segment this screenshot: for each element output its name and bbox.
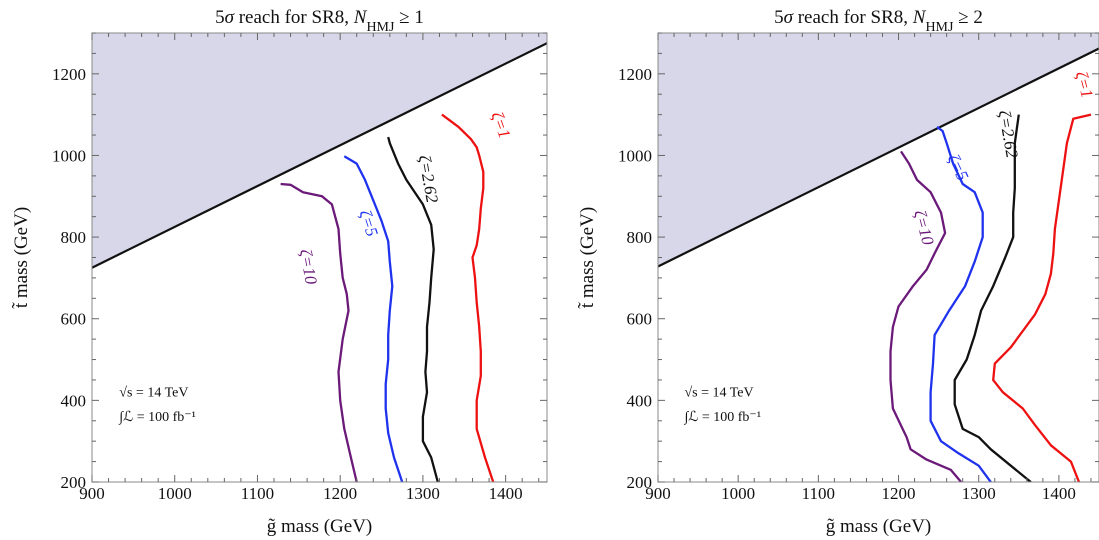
panel-left: 5σ reach for SR8, NHMJ ≥ 1 ζ=1ζ=2.62ζ=5ζ… <box>11 7 548 537</box>
contour-line-0 <box>441 113 495 482</box>
x-tick-label: 900 <box>79 484 105 503</box>
y-tick-label: 600 <box>61 310 87 329</box>
x-tick-label: 1400 <box>489 484 523 503</box>
chart-title-right: 5σ reach for SR8, NHMJ ≥ 2 <box>774 7 983 35</box>
energy-annotation-left: √s = 14 TeV <box>119 385 188 400</box>
y-axis-label-right: t̃ mass (GeV) <box>577 207 598 309</box>
y-tick-label: 400 <box>627 391 653 410</box>
contour-line-3 <box>280 182 358 482</box>
title-mid: reach for SR8, <box>793 7 913 28</box>
chart-title-left: 5σ reach for SR8, NHMJ ≥ 1 <box>215 7 424 35</box>
title-rel: ≥ 2 <box>953 7 982 28</box>
luminosity-annotation-right: ∫ℒ = 100 fb⁻¹ <box>683 410 761 425</box>
title-sigma: σ <box>784 7 794 28</box>
title-rel: ≥ 1 <box>394 7 423 28</box>
title-prefix: 5 <box>774 7 784 28</box>
x-tick-label: 900 <box>645 484 671 503</box>
contour-label-3: ζ=10 <box>296 248 321 287</box>
y-tick-label: 1000 <box>52 146 86 165</box>
title-sigma: σ <box>225 7 235 28</box>
panel-right: 5σ reach for SR8, NHMJ ≥ 2 ζ=1ζ=2.62ζ=5ζ… <box>577 7 1099 537</box>
plot-content: ζ=1ζ=2.62ζ=5ζ=10 <box>92 33 547 482</box>
contour-label-0: ζ=1 <box>487 109 514 141</box>
y-tick-label: 1000 <box>618 146 652 165</box>
y-tick-label: 800 <box>61 228 87 247</box>
x-tick-label: 1200 <box>882 484 916 503</box>
excluded-region <box>92 33 547 268</box>
luminosity-annotation-left: ∫ℒ = 100 fb⁻¹ <box>118 410 196 425</box>
excluded-region <box>658 33 1099 267</box>
x-tick-label: 1100 <box>241 484 274 503</box>
contour-line-1 <box>953 114 1032 482</box>
energy-annotation-right: √s = 14 TeV <box>684 385 753 400</box>
y-tick-label: 800 <box>627 228 653 247</box>
contour-line-2 <box>929 125 992 482</box>
x-axis-label-left: g̃ mass (GeV) <box>267 516 373 537</box>
x-tick-label: 1400 <box>1042 484 1076 503</box>
title-sub: HMJ <box>925 20 954 35</box>
x-tick-label: 1200 <box>323 484 357 503</box>
y-tick-label: 200 <box>627 473 653 492</box>
x-axis-label-right: g̃ mass (GeV) <box>826 516 932 537</box>
y-axis-label-left: t̃ mass (GeV) <box>11 207 32 309</box>
x-tick-label: 1100 <box>802 484 835 503</box>
x-tick-label: 1300 <box>962 484 996 503</box>
x-tick-label: 1000 <box>721 484 755 503</box>
contour-line-2 <box>343 155 404 482</box>
title-n: N <box>353 7 368 28</box>
y-tick-label: 600 <box>627 310 653 329</box>
title-sub: HMJ <box>366 20 395 35</box>
contour-label-3: ζ=10 <box>910 208 938 248</box>
title-prefix: 5 <box>215 7 225 28</box>
plot-area-left: ζ=1ζ=2.62ζ=5ζ=10 900 1000 1100 1200 1300 1400 2… <box>52 32 548 503</box>
x-tick-label: 1000 <box>158 484 192 503</box>
contour-line-0 <box>992 113 1092 482</box>
contour-line-3 <box>889 150 962 482</box>
y-tick-label: 400 <box>61 391 87 410</box>
contour-label-2: ζ=5 <box>944 151 973 183</box>
title-mid: reach for SR8, <box>234 7 354 28</box>
y-tick-label: 200 <box>61 473 87 492</box>
y-tick-label: 1200 <box>618 65 652 84</box>
title-n: N <box>912 7 927 28</box>
kinematic-boundary-line <box>658 47 1099 268</box>
kinematic-boundary-line <box>92 42 547 269</box>
y-tick-label: 1200 <box>52 65 86 84</box>
contour-line-1 <box>387 136 439 482</box>
x-tick-label: 1300 <box>406 484 440 503</box>
